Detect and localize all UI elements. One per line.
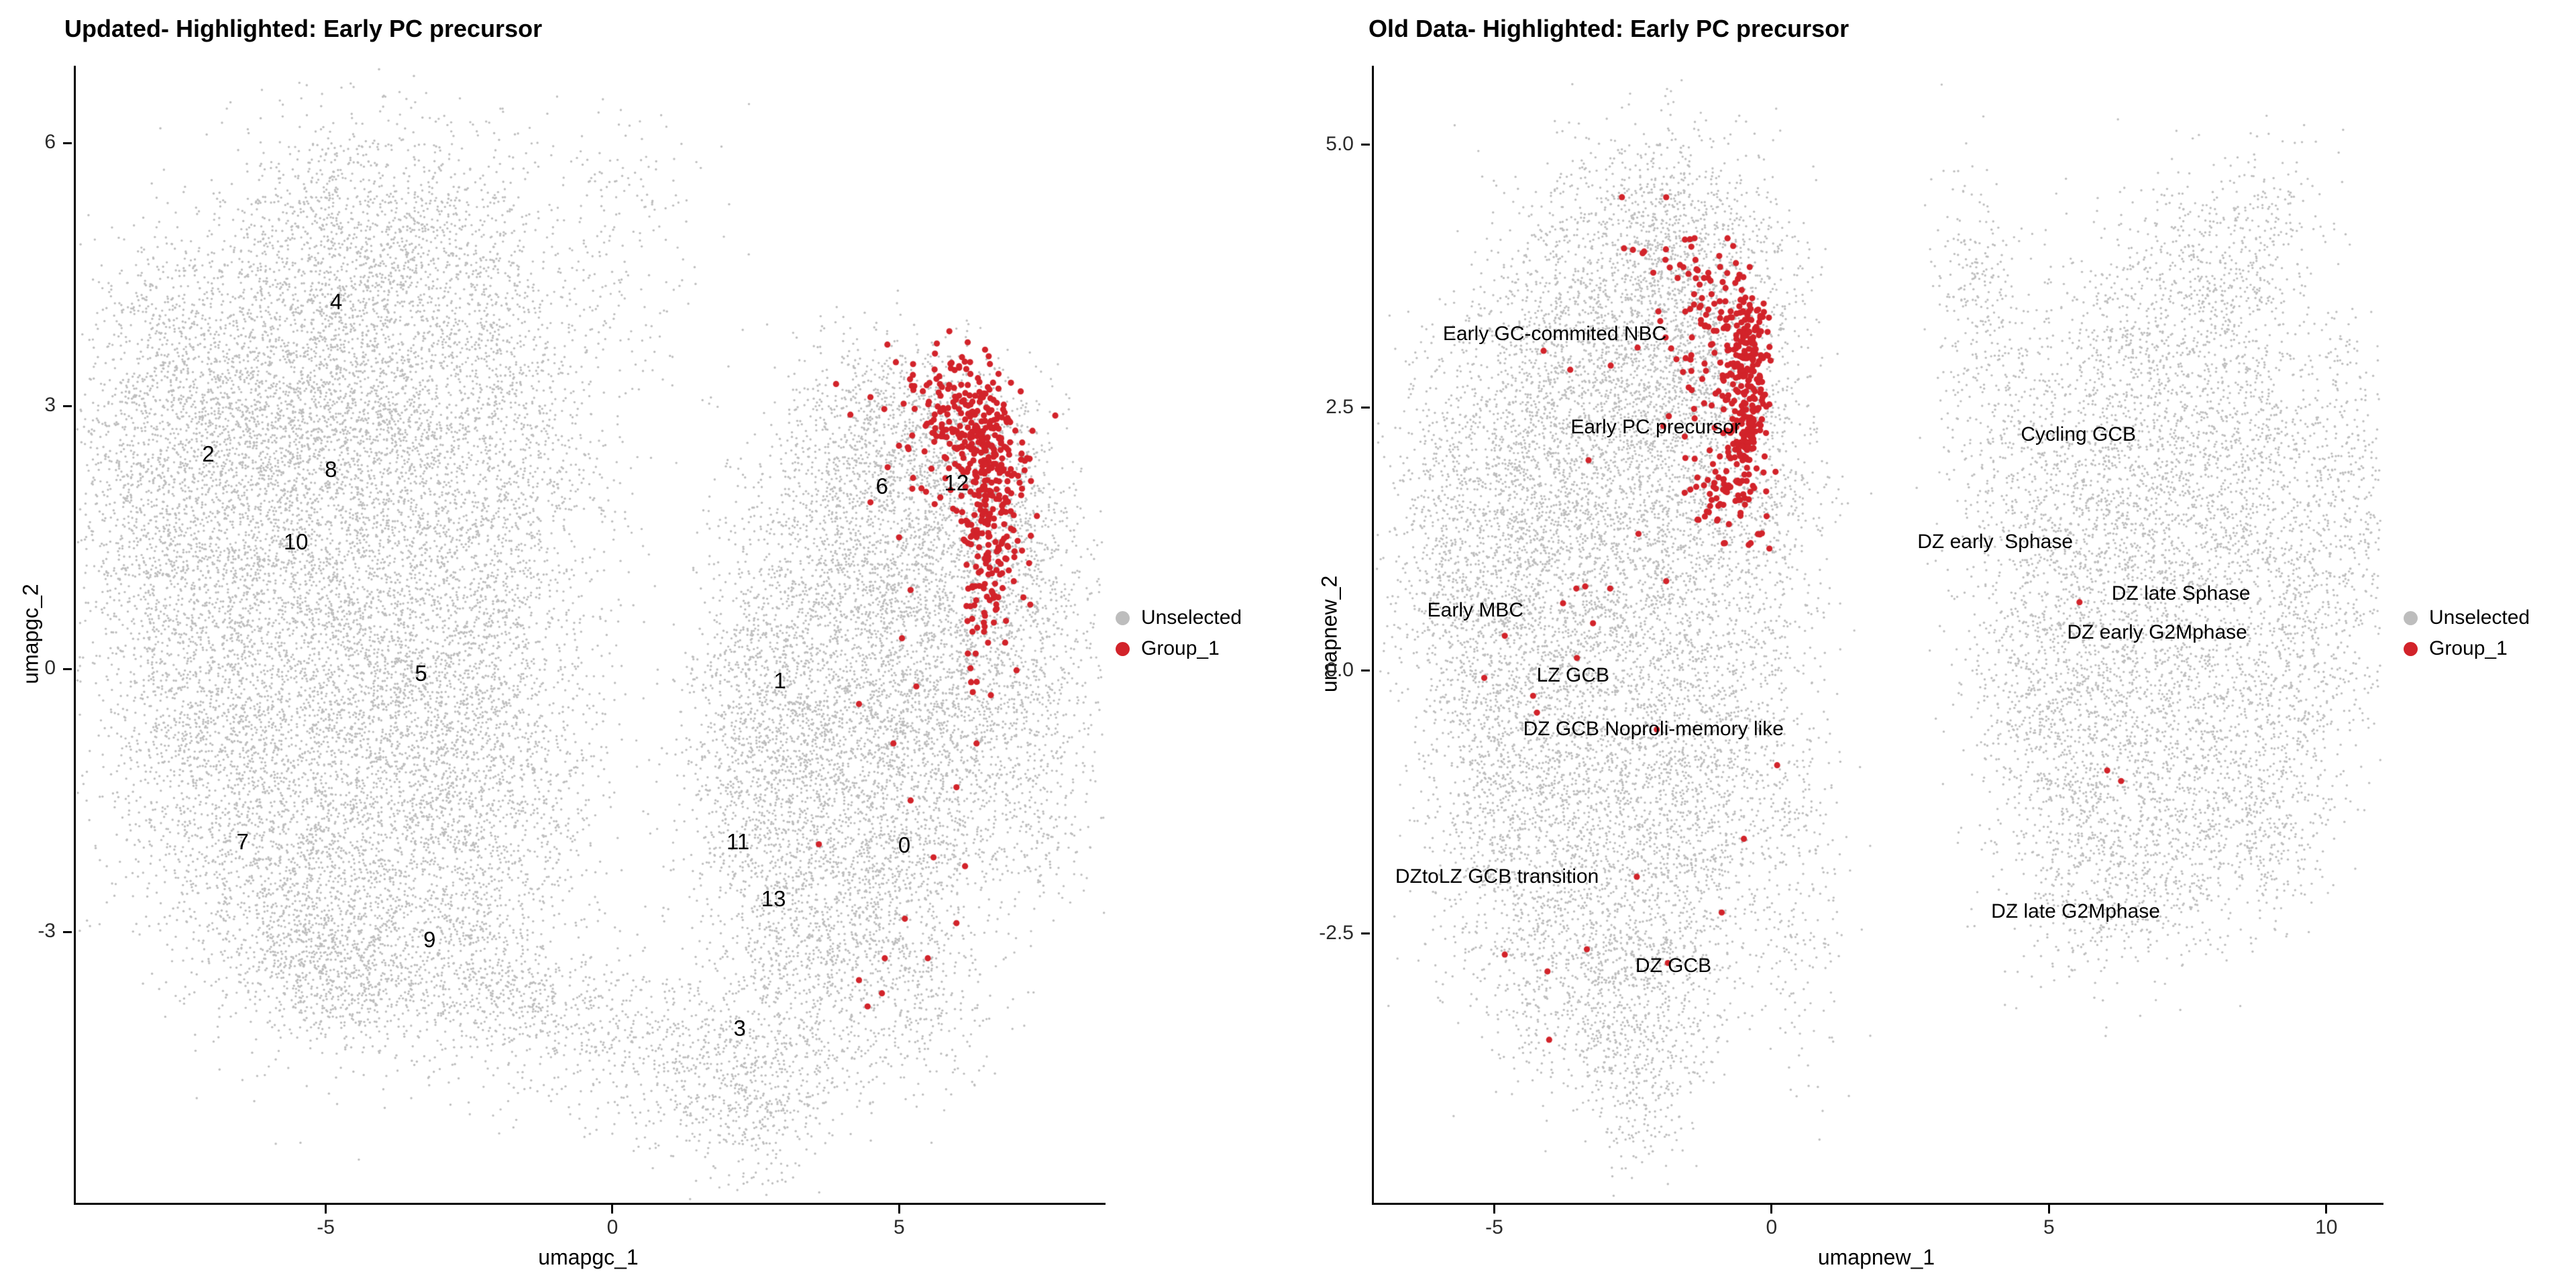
cluster-label-3: 3 (733, 1015, 746, 1040)
legend-updated: Unselected Group_1 (1116, 602, 1242, 664)
y-tick-mark (63, 667, 72, 670)
y-tick-mark (1361, 144, 1370, 146)
cluster-label-13: 13 (761, 885, 786, 911)
cluster-label-0: 0 (898, 832, 911, 857)
x-axis-label-updated: umapgc_1 (538, 1245, 639, 1269)
celltype-label-dz-gcb-noproli-memory-like: DZ GCB Noproli-memory like (1523, 718, 1784, 741)
panel-title-updated: Updated- Highlighted: Early PC precursor (64, 15, 543, 42)
legend-old-data: Unselected Group_1 (2404, 602, 2530, 664)
x-tick-label: 5 (2043, 1216, 2055, 1238)
y-tick-mark (1361, 932, 1370, 935)
celltype-label-early-gc-commited-nbc: Early GC-commited NBC (1442, 322, 1667, 345)
x-tick-label: -5 (1485, 1216, 1503, 1238)
x-tick-label: 0 (606, 1216, 619, 1238)
celltype-label-dz-gcb: DZ GCB (1635, 955, 1712, 977)
x-tick-mark (1770, 1205, 1773, 1214)
cluster-label-7: 7 (236, 828, 249, 854)
cluster-label-2: 2 (202, 441, 215, 466)
x-tick-mark (1493, 1205, 1495, 1214)
legend-item-unselected: Unselected (1116, 602, 1242, 633)
y-tick-label: 3 (44, 394, 56, 417)
x-tick-mark (611, 1205, 614, 1214)
celltype-label-early-pc-precursor: Early PC precursor (1570, 416, 1741, 439)
y-tick-mark (63, 930, 72, 933)
unselected-dot-icon (2404, 610, 2418, 625)
celltype-label-cycling-gcb: Cycling GCB (2021, 423, 2137, 446)
celltype-label-dz-late-g2mphase: DZ late G2Mphase (1991, 900, 2160, 922)
legend-label-group1: Group_1 (2429, 637, 2508, 659)
x-tick-mark (325, 1205, 327, 1214)
y-tick-mark (63, 405, 72, 407)
x-axis-label-old-data: umapnew_1 (1817, 1245, 1935, 1269)
x-tick-label: 0 (1766, 1216, 1778, 1238)
y-tick-label: 6 (44, 131, 56, 153)
celltype-label-early-mbc: Early MBC (1427, 599, 1523, 622)
y-tick-mark (1361, 669, 1370, 672)
x-tick-mark (898, 1205, 900, 1214)
x-tick-label: 5 (893, 1216, 905, 1238)
cluster-label-11: 11 (727, 828, 750, 854)
legend-label-unselected: Unselected (1141, 606, 1242, 629)
cluster-label-5: 5 (415, 660, 427, 686)
y-tick-label: 2.5 (1326, 395, 1354, 418)
legend-item-group1: Group_1 (2404, 633, 2530, 664)
cluster-label-8: 8 (325, 457, 337, 482)
y-tick-label: -2.5 (1319, 921, 1354, 944)
cluster-label-10: 10 (283, 529, 309, 554)
panel-title-old-data: Old Data- Highlighted: Early PC precurso… (1368, 15, 1849, 42)
cluster-label-12: 12 (944, 470, 969, 496)
cluster-label-1: 1 (773, 668, 786, 694)
legend-item-unselected: Unselected (2404, 602, 2530, 633)
x-tick-label: -5 (317, 1216, 335, 1238)
celltype-label-lz-gcb: LZ GCB (1536, 664, 1610, 687)
scatter-canvas-old-data (1374, 66, 2383, 1203)
cluster-label-6: 6 (875, 474, 888, 499)
legend-label-group1: Group_1 (1141, 637, 1220, 659)
celltype-label-dz-early-g2mphase: DZ early G2Mphase (2067, 621, 2247, 644)
y-tick-label: 0 (44, 657, 56, 680)
group1-dot-icon (1116, 641, 1130, 656)
legend-label-unselected: Unselected (2429, 606, 2530, 629)
legend-item-group1: Group_1 (1116, 633, 1242, 664)
cluster-label-4: 4 (329, 288, 343, 314)
y-tick-label: 5.0 (1326, 132, 1354, 155)
celltype-label-dz-late-sphase: DZ late Sphase (2111, 582, 2251, 605)
scatter-canvas-updated (76, 66, 1106, 1203)
cluster-label-9: 9 (423, 926, 436, 952)
y-tick-label: -3 (38, 920, 56, 943)
y-tick-mark (63, 142, 72, 144)
celltype-label-dztolz-gcb-transition: DZtoLZ GCB transition (1395, 865, 1599, 888)
plot-area-updated: -5 0 5 6 3 0 -3 4 2 8 10 5 7 9 1 11 13 0 3 6 12 (38, 66, 1106, 1238)
x-tick-mark (2047, 1205, 2050, 1214)
y-tick-label: 0.0 (1326, 658, 1354, 681)
group1-dot-icon (2404, 641, 2418, 656)
plot-area-old-data: -5 0 5 10 5.0 2.5 0.0 -2.5 Early GC-commited NBC… (1319, 66, 2383, 1238)
celltype-label-dz-early-sphase: DZ early Sphase (1917, 531, 2074, 553)
x-tick-label: 10 (2315, 1216, 2338, 1238)
unselected-dot-icon (1116, 610, 1130, 625)
y-tick-mark (1361, 407, 1370, 409)
x-tick-mark (2325, 1205, 2328, 1214)
